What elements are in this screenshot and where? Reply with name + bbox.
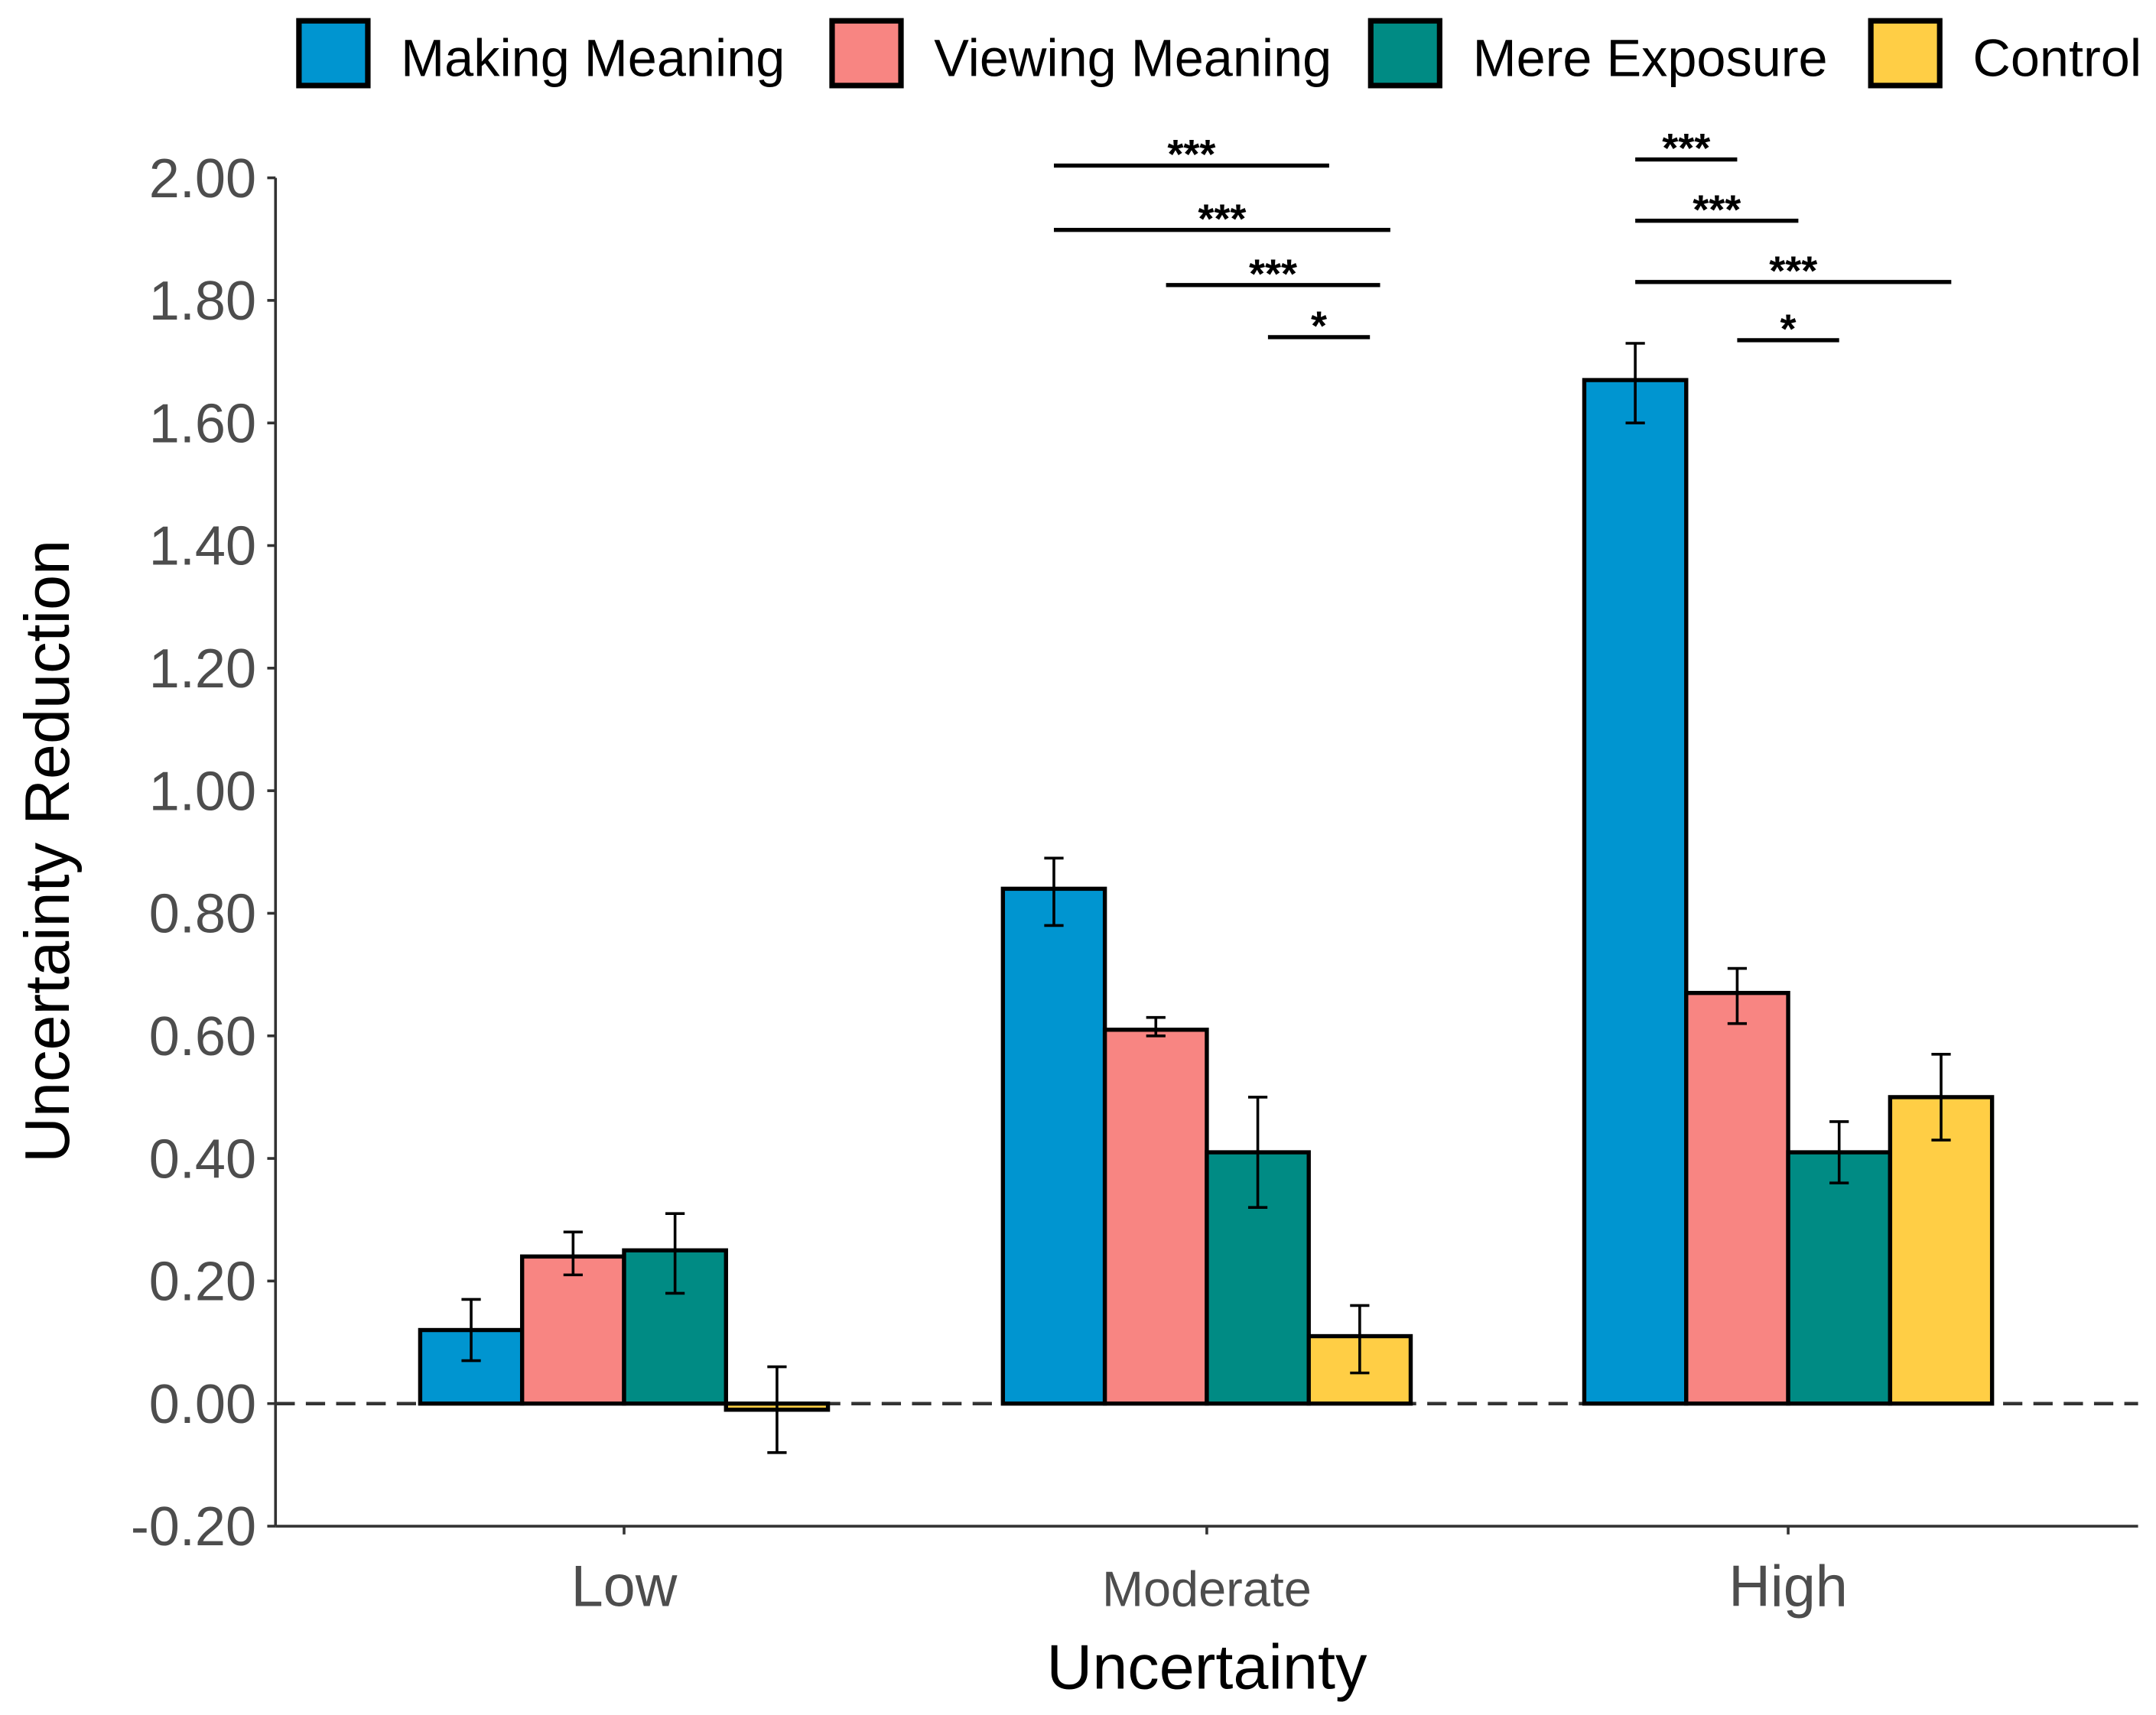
y-tick-label: -0.20	[131, 1496, 256, 1557]
y-tick-label: 1.40	[149, 516, 256, 577]
y-tick-label: 0.60	[149, 1006, 256, 1067]
legend-swatch	[1367, 18, 1442, 89]
significance-label: *	[1311, 304, 1327, 349]
y-axis: -0.20 0.00 0.20 0.40 0.60 0.80 1.00 1.20 1.40 1.6…	[131, 148, 278, 1557]
significance-label: ***	[1662, 125, 1710, 171]
bar-viewing-meaning	[1102, 1028, 1209, 1406]
legend-swatch	[1868, 18, 1943, 89]
y-tick-label: 1.00	[149, 761, 256, 822]
x-tick-label: Low	[571, 1554, 678, 1619]
legend-label: Control	[1972, 28, 2141, 87]
significance-label: ***	[1693, 187, 1741, 232]
x-axis: Low Moderate High	[275, 1402, 2138, 1619]
significance-label: ***	[1769, 248, 1817, 294]
significance-label: ***	[1167, 132, 1215, 177]
bar-viewing-meaning	[1684, 990, 1790, 1406]
y-tick-label: 0.20	[149, 1252, 256, 1313]
x-tick-label: High	[1728, 1554, 1848, 1619]
y-tick-label: 1.20	[149, 638, 256, 700]
bar-making-meaning	[1582, 378, 1689, 1406]
bar-viewing-meaning	[519, 1254, 626, 1406]
bar-mere-exposure	[1786, 1150, 1893, 1406]
legend-label: Viewing Meaning	[934, 28, 1332, 87]
bar-making-meaning	[1000, 886, 1107, 1406]
y-tick-label: 1.60	[149, 393, 256, 454]
significance-annotations: ********************	[1053, 125, 1952, 352]
legend-swatch	[296, 18, 371, 89]
y-tick-label: 1.80	[149, 271, 256, 332]
x-tick-label: Moderate	[1102, 1561, 1312, 1616]
significance-label: *	[1780, 307, 1797, 352]
bar-control	[1888, 1095, 1995, 1406]
y-tick-label: 2.00	[149, 148, 256, 210]
significance-label: ***	[1249, 251, 1297, 297]
x-axis-title: Uncertainty	[1046, 1632, 1367, 1703]
y-axis-title: Uncertainty Reduction	[11, 540, 83, 1163]
legend-label: Mere Exposure	[1473, 28, 1828, 87]
y-tick-label: 0.40	[149, 1129, 256, 1190]
bars	[418, 342, 1995, 1454]
legend-label: Making Meaning	[401, 28, 785, 87]
y-tick-label: 0.80	[149, 884, 256, 945]
y-tick-label: 0.00	[149, 1374, 256, 1435]
significance-label: ***	[1198, 196, 1246, 242]
legend-swatch	[829, 18, 904, 89]
legend: Making Meaning Viewing Meaning Mere Exposu…	[296, 18, 2141, 89]
